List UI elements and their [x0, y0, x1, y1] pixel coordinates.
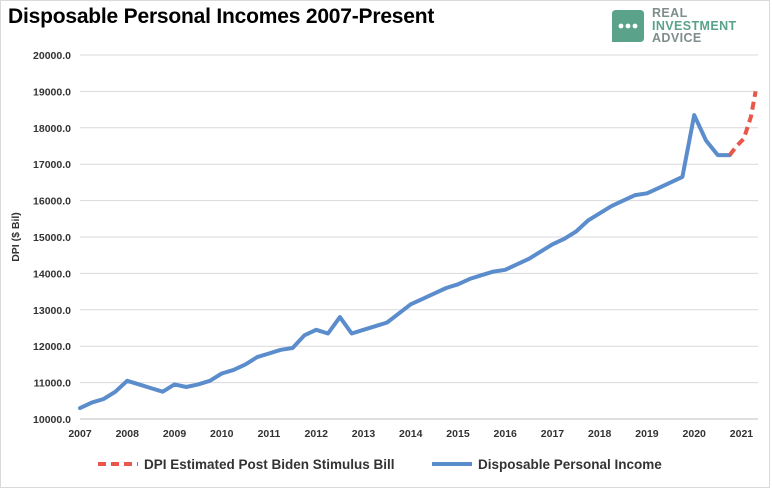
x-tick-label: 2014 [399, 428, 423, 440]
speech-bubble-dots-icon [612, 10, 644, 42]
brand-logo: REAL INVESTMENT ADVICE [610, 6, 760, 46]
brand-logo-text: REAL INVESTMENT ADVICE [652, 7, 737, 45]
series-lines [78, 91, 758, 411]
legend-swatch-dashed-red [98, 462, 138, 466]
legend-label-disposable-personal-income: Disposable Personal Income [478, 456, 662, 472]
x-tick-label: 2016 [494, 428, 518, 440]
y-tick-label: 20000.0 [33, 50, 71, 62]
y-tick-label: 18000.0 [33, 123, 71, 135]
x-tick-label: 2012 [305, 428, 329, 440]
y-tick-label: 13000.0 [33, 305, 71, 317]
chart-legend: DPI Estimated Post Biden Stimulus Bill D… [96, 455, 736, 473]
x-tick-label: 2021 [730, 428, 754, 440]
y-tick-label: 15000.0 [33, 232, 71, 244]
y-tick-label: 14000.0 [33, 268, 71, 280]
series-line-disposable-personal-income [78, 113, 732, 411]
y-tick-label: 12000.0 [33, 341, 71, 353]
legend-label-dpi-estimated: DPI Estimated Post Biden Stimulus Bill [144, 456, 395, 472]
logo-line-1: REAL [652, 6, 688, 20]
y-axis-ticks: 10000.0 11000.0 12000.0 13000.0 14000.0 15000… [33, 50, 71, 426]
legend-item-dpi-estimated: DPI Estimated Post Biden Stimulus Bill [96, 455, 395, 473]
x-tick-label: 2008 [116, 428, 140, 440]
y-axis-label: DPI ($ Bil) [10, 212, 22, 262]
gridlines [80, 54, 758, 420]
y-tick-label: 16000.0 [33, 196, 71, 208]
series-line-dpi-estimated [728, 91, 758, 157]
y-tick-label: 10000.0 [33, 414, 71, 426]
chart-title: Disposable Personal Incomes 2007-Present [8, 5, 435, 28]
legend-item-disposable-personal-income: Disposable Personal Income [430, 455, 662, 473]
y-tick-label: 11000.0 [34, 378, 72, 390]
line-chart: 10000.0 11000.0 12000.0 13000.0 14000.0 15000… [10, 50, 758, 440]
x-tick-label: 2018 [588, 428, 612, 440]
x-tick-label: 2007 [68, 428, 92, 440]
logo-line-2: INVESTMENT [652, 18, 737, 33]
y-tick-label: 17000.0 [33, 159, 71, 171]
x-tick-label: 2011 [258, 428, 281, 440]
x-tick-label: 2009 [163, 428, 187, 440]
logo-line-3: ADVICE [652, 31, 702, 45]
x-tick-label: 2019 [635, 428, 659, 440]
x-tick-label: 2020 [683, 428, 707, 440]
x-tick-label: 2015 [446, 428, 470, 440]
x-axis-ticks: 2007 2008 2009 2010 2011 2012 2013 2014 2015 2016… [68, 428, 753, 440]
x-tick-label: 2017 [541, 428, 565, 440]
legend-swatch-solid-blue [432, 462, 472, 466]
x-tick-label: 2013 [352, 428, 376, 440]
y-tick-label: 19000.0 [33, 86, 71, 98]
x-tick-label: 2010 [210, 428, 234, 440]
